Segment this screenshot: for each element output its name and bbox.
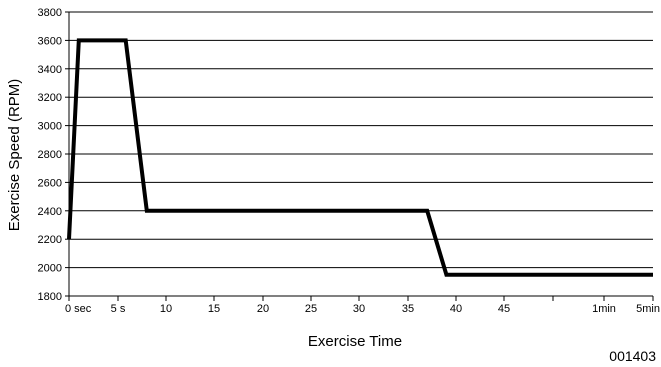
y-tick-label: 2400 [38, 206, 62, 218]
y-tick-label: 2600 [38, 177, 62, 189]
y-axis-label: Exercise Speed (RPM) [6, 79, 23, 232]
x-tick-label: 40 [450, 303, 462, 315]
x-tick-label: 45 [498, 303, 510, 315]
y-tick-label: 3600 [38, 35, 62, 47]
y-tick-label: 3000 [38, 121, 62, 133]
x-tick-label: 30 [353, 303, 365, 315]
y-tick-label: 3800 [38, 7, 62, 19]
x-tick-label: 5 s [111, 303, 126, 315]
axes [65, 11, 654, 301]
y-tick-label: 3400 [38, 64, 62, 76]
x-tick-labels: 0 sec 5 s 10 15 20 25 30 35 40 45 1min 5min [65, 303, 660, 315]
x-tick-label: 1min [592, 303, 616, 315]
x-tick-label: 20 [257, 303, 269, 315]
series-group [67, 38, 654, 277]
x-tick-label: 15 [208, 303, 220, 315]
y-tick-label: 2000 [38, 263, 62, 275]
y-tick-labels: 1800 2000 2200 2400 2600 2800 3000 3200 3400 3600… [38, 7, 62, 303]
x-tick-label: 0 sec [65, 303, 92, 315]
x-tick-label: 35 [402, 303, 414, 315]
figure-code: 001403 [609, 348, 656, 364]
x-axis-label: Exercise Time [308, 333, 402, 350]
y-tick-label: 1800 [38, 291, 62, 303]
grid-lines [69, 11, 653, 297]
x-tick-label: 25 [305, 303, 317, 315]
y-tick-label: 2800 [38, 149, 62, 161]
x-tick-label: 10 [160, 303, 172, 315]
y-tick-label: 3200 [38, 92, 62, 104]
y-tick-label: 2200 [38, 234, 62, 246]
x-tick-label: 5min [636, 303, 660, 315]
